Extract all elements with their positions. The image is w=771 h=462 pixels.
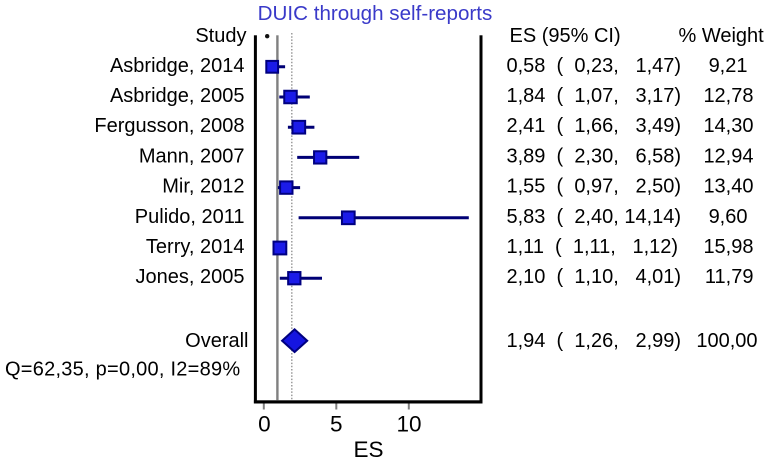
svg-text:12,94: 12,94 [703,145,753,167]
svg-text:1,84 ( 1,07, 3,17): 1,84 ( 1,07, 3,17) [507,85,682,107]
svg-text:Asbridge, 2014: Asbridge, 2014 [110,55,245,77]
svg-text:Terry, 2014: Terry, 2014 [146,236,245,258]
svg-text:100,00: 100,00 [696,330,757,352]
svg-text:9,60: 9,60 [709,206,748,228]
svg-text:1,11 ( 1,11, 1,12): 1,11 ( 1,11, 1,12) [507,236,679,258]
svg-text:14,30: 14,30 [703,115,753,137]
svg-text:0,58 ( 0,23, 1,47): 0,58 ( 0,23, 1,47) [507,55,682,77]
svg-text:3,89 ( 2,30, 6,58): 3,89 ( 2,30, 6,58) [507,145,682,167]
svg-text:11,79: 11,79 [705,266,754,288]
svg-text:5,83 ( 2,40, 14,14): 5,83 ( 2,40, 14,14) [507,206,682,228]
svg-text:Overall: Overall [185,330,248,352]
svg-text:13,40: 13,40 [703,176,753,198]
svg-text:0: 0 [258,411,271,436]
svg-text:Asbridge, 2005: Asbridge, 2005 [110,85,245,107]
svg-text:Q=62,35, p=0,00, I2=89%: Q=62,35, p=0,00, I2=89% [5,359,240,381]
svg-text:ES (95% CI): ES (95% CI) [510,25,621,47]
svg-text:10: 10 [396,411,421,436]
svg-text:2,41 ( 1,66, 3,49): 2,41 ( 1,66, 3,49) [507,115,682,137]
svg-text:DUIC through self-reports: DUIC through self-reports [258,2,493,25]
svg-text:Fergusson, 2008: Fergusson, 2008 [94,115,244,137]
svg-text:15,98: 15,98 [703,236,753,258]
svg-text:Jones, 2005: Jones, 2005 [136,266,245,288]
svg-text:5: 5 [330,411,343,436]
svg-text:2,10 ( 1,10, 4,01): 2,10 ( 1,10, 4,01) [507,266,682,288]
svg-text:Study: Study [195,25,246,47]
svg-text:ES: ES [353,437,383,462]
svg-text:% Weight: % Weight [679,25,765,47]
svg-text:12,78: 12,78 [703,85,753,107]
svg-text:9,21: 9,21 [709,55,748,77]
svg-text:Mann, 2007: Mann, 2007 [139,145,245,167]
svg-text:Pulido, 2011: Pulido, 2011 [135,206,245,228]
svg-text:Mir, 2012: Mir, 2012 [162,176,244,198]
svg-text:1,55 ( 0,97, 2,50): 1,55 ( 0,97, 2,50) [507,176,682,198]
svg-text:1,94 ( 1,26, 2,99): 1,94 ( 1,26, 2,99) [507,330,682,352]
